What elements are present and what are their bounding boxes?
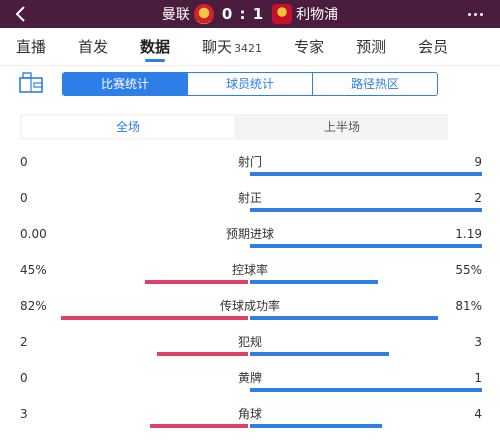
- segment-match-stats[interactable]: 比赛统计: [63, 73, 188, 95]
- stat-name: 黄牌: [237, 371, 262, 385]
- tactics-board-icon[interactable]: [18, 72, 44, 94]
- stat-name: 预期进球: [225, 227, 274, 241]
- home-bar-track: [20, 316, 248, 320]
- away-stat-bar: [250, 244, 482, 248]
- main-tabs: 直播 首发 数据 聊天 3421 专家 预测 会员: [0, 28, 500, 66]
- away-stat-value: 55%: [455, 263, 482, 277]
- more-options-button[interactable]: [460, 4, 490, 24]
- segment-player-stats[interactable]: 球员统计: [188, 73, 313, 95]
- match-header: 曼联 0 : 1 利物浦: [0, 0, 500, 28]
- away-stat-value: 81%: [455, 299, 482, 313]
- home-stat-value: 3: [20, 407, 28, 421]
- away-bar-track: [250, 244, 482, 248]
- home-stat-bar: [157, 352, 248, 356]
- away-stat-value: 4: [474, 407, 482, 421]
- tab-label: 预测: [356, 37, 387, 56]
- home-bar-track: [20, 424, 248, 428]
- tab-predict[interactable]: 预测: [340, 28, 402, 66]
- away-bar-track: [250, 388, 482, 392]
- away-stat-value: 3: [474, 335, 482, 349]
- back-button[interactable]: [10, 3, 32, 25]
- period-first-half[interactable]: 上半场: [323, 120, 360, 134]
- home-bar-track: [20, 352, 248, 356]
- segment-heat-zones[interactable]: 路径热区: [350, 77, 399, 91]
- tab-data[interactable]: 数据: [124, 28, 186, 66]
- stat-name: 射门: [237, 155, 262, 169]
- period-toggle: 全场 上半场: [20, 114, 448, 140]
- away-crest-icon: [272, 4, 293, 24]
- home-bar-track: [20, 172, 248, 176]
- away-stat-value: 1.19: [455, 227, 482, 241]
- stat-name: 角球: [237, 407, 262, 421]
- away-stat-bar: [250, 280, 378, 284]
- away-bar-track: [250, 172, 482, 176]
- more-dot-icon: [467, 12, 471, 16]
- away-team-name: 利物浦: [296, 7, 339, 23]
- period-full-match[interactable]: 全场: [22, 116, 234, 138]
- stat-name: 控球率: [231, 263, 268, 277]
- home-bar-track: [20, 280, 248, 284]
- away-stat-value: 1: [474, 371, 482, 385]
- stat-name: 射正: [237, 191, 262, 205]
- stat-row: 0 黄牌 1: [0, 370, 500, 406]
- tab-live[interactable]: 直播: [0, 28, 62, 66]
- away-stat-bar: [250, 172, 482, 176]
- away-stat-bar: [250, 352, 389, 356]
- home-stat-bar: [61, 316, 248, 320]
- stat-row: 45% 控球率 55%: [0, 262, 500, 298]
- stats-segment-control: 比赛统计 球员统计 路径热区: [62, 72, 438, 96]
- home-stat-value: 82%: [20, 299, 47, 313]
- tab-label: 数据: [140, 37, 171, 56]
- tab-label: 首发: [78, 37, 109, 56]
- chevron-left-icon: [15, 6, 25, 22]
- home-bar-track: [20, 208, 248, 212]
- home-stat-value: 0.00: [20, 227, 47, 241]
- tab-label: 专家: [294, 37, 325, 56]
- home-stat-value: 0: [20, 191, 28, 205]
- tab-experts[interactable]: 专家: [278, 28, 340, 66]
- away-bar-track: [250, 424, 482, 428]
- stat-name: 犯规: [237, 335, 262, 349]
- stat-row: 2 犯规 3: [0, 334, 500, 370]
- stat-row: 82% 传球成功率 81%: [0, 298, 500, 334]
- away-stat-bar: [250, 388, 482, 392]
- stat-row: 0.00 预期进球 1.19: [0, 226, 500, 262]
- tab-label: 会员: [418, 37, 449, 56]
- away-bar-track: [250, 208, 482, 212]
- tab-label: 聊天: [202, 37, 233, 56]
- home-stat-bar: [145, 280, 248, 284]
- home-stat-value: 45%: [20, 263, 47, 277]
- match-summary: 曼联 0 : 1 利物浦: [0, 0, 500, 28]
- home-stat-value: 0: [20, 155, 28, 169]
- tab-chat[interactable]: 聊天 3421: [186, 28, 278, 66]
- stat-row: 3 角球 4: [0, 406, 500, 440]
- more-dot-icon: [479, 12, 483, 16]
- away-stat-bar: [250, 208, 482, 212]
- home-bar-track: [20, 388, 248, 392]
- away-bar-track: [250, 316, 482, 320]
- away-stat-bar: [250, 316, 438, 320]
- away-stat-value: 9: [474, 155, 482, 169]
- chat-count: 3421: [234, 41, 263, 55]
- tab-lineup[interactable]: 首发: [62, 28, 124, 66]
- more-dot-icon: [473, 12, 477, 16]
- home-stat-value: 2: [20, 335, 28, 349]
- away-bar-track: [250, 352, 482, 356]
- away-stat-bar: [250, 424, 382, 428]
- tab-label: 直播: [16, 37, 47, 56]
- home-crest-icon: [193, 4, 214, 24]
- home-bar-track: [20, 244, 248, 248]
- home-stat-bar: [150, 424, 248, 428]
- tab-members[interactable]: 会员: [402, 28, 464, 66]
- away-stat-value: 2: [474, 191, 482, 205]
- away-bar-track: [250, 280, 482, 284]
- stat-row: 0 射门 9: [0, 154, 500, 190]
- match-score: 0 : 1: [221, 5, 265, 23]
- home-stat-value: 0: [20, 371, 28, 385]
- stat-row: 0 射正 2: [0, 190, 500, 226]
- home-team-name: 曼联: [161, 7, 190, 23]
- stat-name: 传球成功率: [219, 299, 280, 313]
